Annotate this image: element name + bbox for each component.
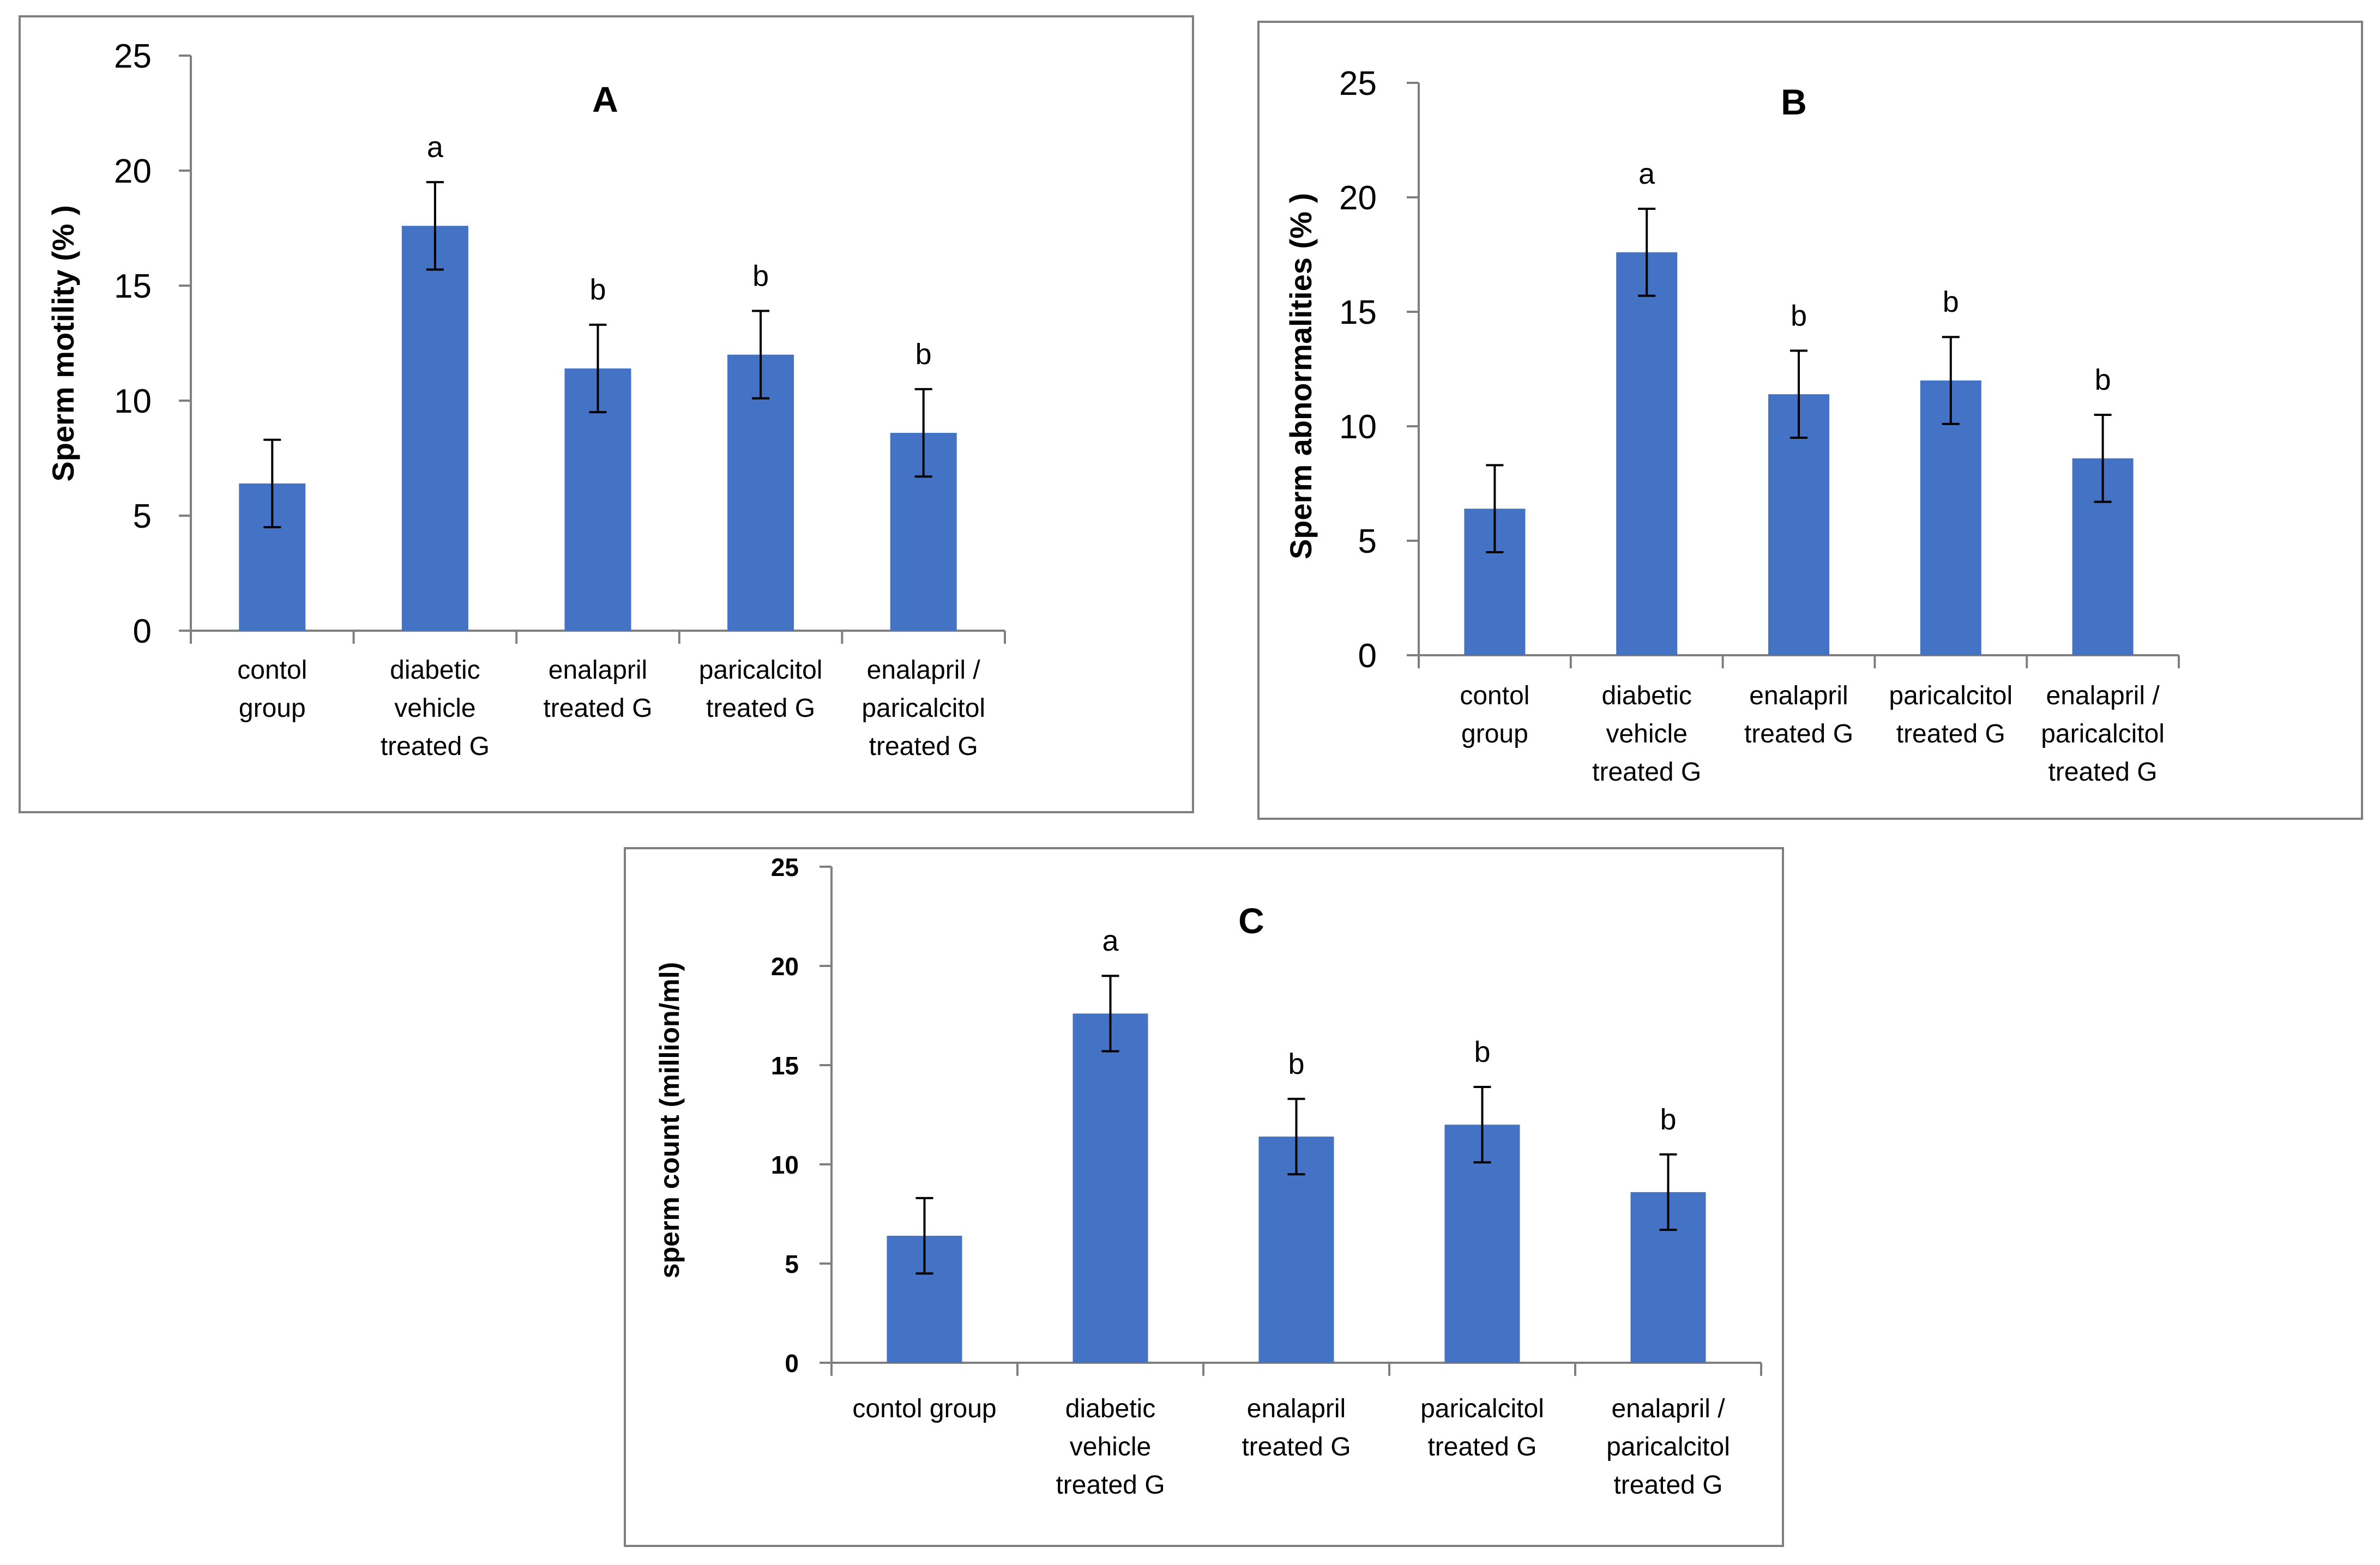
panel-c-y-axis-label: sperm count (million/ml) [654, 962, 685, 1279]
panel-c-y-tick-label: 20 [771, 952, 799, 981]
panel-c-significance-label: b [1474, 1036, 1490, 1068]
panel-b-y-tick-label: 0 [1358, 637, 1377, 675]
panel-b-y-tick-label: 20 [1339, 179, 1377, 217]
panel-c-bar [1072, 1013, 1148, 1363]
panel-a-bar [401, 226, 468, 631]
panel-a-category-label: paricalcitol treated G [699, 656, 823, 723]
panel-a-category-label: diabetic vehicle treated G [381, 656, 490, 761]
panel-a-y-tick-label: 25 [114, 38, 152, 75]
panel-c-category-label: contol group [852, 1394, 996, 1423]
panel-c-category-label: enalapril / paricalcitol treated G [1606, 1394, 1730, 1500]
panel-b-significance-label: a [1638, 158, 1655, 190]
panel-b-y-tick-label: 25 [1339, 65, 1377, 102]
panel-c-y-tick-label: 10 [771, 1151, 799, 1179]
panel-a-significance-label: b [915, 338, 932, 371]
panel-c-title: C [1238, 901, 1264, 941]
panel-b-title: B [1781, 82, 1807, 122]
panel-b-y-tick-label: 10 [1339, 408, 1377, 446]
panel-c-significance-label: b [1288, 1048, 1304, 1080]
panel-c-category-label: paricalcitol treated G [1420, 1394, 1544, 1461]
panel-b-bar [1920, 380, 1981, 655]
panel-a-y-tick-label: 0 [133, 613, 152, 650]
panel-a-category-label: contol group [237, 656, 307, 723]
panel-c-y-tick-label: 5 [785, 1250, 799, 1278]
panel-b-significance-label: b [1791, 299, 1807, 332]
panel-a-y-tick-label: 20 [114, 153, 152, 190]
panel-b-y-tick-label: 15 [1339, 294, 1377, 331]
panel-b-significance-label: b [2095, 364, 2111, 396]
panel-b-category-label: contol group [1460, 681, 1529, 748]
panel-b-bar [1616, 252, 1678, 655]
panel-a-significance-label: b [589, 274, 606, 306]
panel-a-category-label: enalapril / paricalcitol treated G [861, 656, 985, 761]
panel-a-y-tick-label: 10 [114, 383, 152, 420]
panel-b-y-tick-label: 5 [1358, 523, 1377, 560]
panel-c-y-tick-label: 15 [771, 1052, 799, 1080]
panel-b-chart: B Sperm abnormalities (% ) 0 5 10 15 20 25 conto… [1284, 65, 2180, 787]
panel-a-significance-label: a [427, 131, 444, 164]
panel-c-bar [1444, 1125, 1520, 1363]
panel-a-bar [727, 354, 794, 631]
panel-c-frame [624, 847, 1784, 1547]
panel-a-category-label: enalapril treated G [543, 656, 652, 723]
panel-a-significance-label: b [752, 259, 769, 292]
panel-b-y-axis-label: Sperm abnormalities (% ) [1284, 193, 1318, 559]
panel-a-title: A [592, 79, 618, 119]
panel-b-category-label: enalapril treated G [1744, 681, 1853, 748]
panel-a-y-axis-label: Sperm motility (% ) [46, 205, 80, 481]
panel-c-y-tick-label: 25 [771, 853, 799, 881]
panel-b-category-label: paricalcitol treated G [1889, 681, 2013, 748]
panel-b-category-label: enalapril / paricalcitol treated G [2041, 681, 2165, 787]
panel-c-category-label: enalapril treated G [1242, 1394, 1351, 1461]
panel-a-chart: A Sperm motility (% ) 0 5 10 15 20 25 contol grou… [46, 38, 1006, 761]
panel-c-significance-label: b [1660, 1103, 1676, 1136]
panel-b-significance-label: b [1943, 286, 1959, 318]
panel-c-y-tick-label: 0 [785, 1349, 799, 1377]
panel-a-y-tick-label: 5 [133, 498, 152, 535]
panel-c-category-label: diabetic vehicle treated G [1056, 1394, 1165, 1500]
panel-c-significance-label: a [1102, 925, 1119, 957]
panel-a-y-tick-label: 15 [114, 268, 152, 305]
panel-b-category-label: diabetic vehicle treated G [1592, 681, 1701, 787]
